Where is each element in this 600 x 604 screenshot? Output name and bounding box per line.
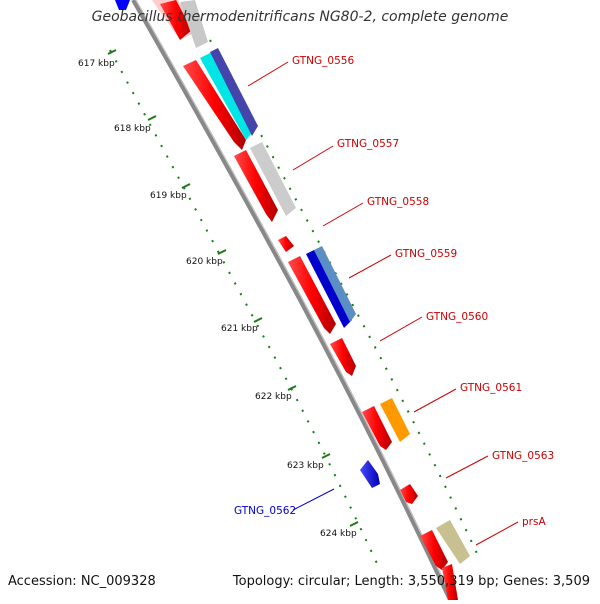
scale-tick-mark (107, 49, 117, 55)
cds-feature (183, 60, 246, 150)
scale-tick-mark (147, 115, 157, 121)
gene-label-gtng-0559: GTNG_0559 (395, 248, 457, 260)
cds-feature (180, 0, 208, 48)
cds-feature (360, 460, 380, 488)
leader-line (247, 61, 289, 87)
scale-tick-label: 618 kbp (114, 124, 151, 134)
leader-line (379, 316, 423, 342)
accession-text: Accession: NC_009328 (8, 574, 156, 589)
scale-tick-label: 620 kbp (186, 257, 223, 267)
scale-tick-mark (287, 385, 297, 391)
gene-label-gtng-0561: GTNG_0561 (460, 382, 522, 394)
gene-label-gtng-0557: GTNG_0557 (337, 138, 399, 150)
gene-label-gtng-0560: GTNG_0560 (426, 311, 488, 323)
cds-feature (330, 338, 356, 376)
gene-label-prsa: prsA (522, 516, 546, 528)
scale-tick-label: 622 kbp (255, 392, 292, 402)
scale-tick-mark (321, 453, 331, 459)
gene-label-gtng-0556: GTNG_0556 (292, 55, 354, 67)
cds-feature (314, 246, 356, 322)
cds-feature (115, 0, 130, 10)
cds-feature (436, 520, 470, 564)
scale-tick-label: 624 kbp (320, 529, 357, 539)
topology-text: Topology: circular; Length: 3,550,319 bp… (232, 574, 590, 589)
cds-feature (400, 484, 418, 504)
leader-line (475, 521, 519, 546)
leader-line (292, 145, 334, 171)
cds-feature (420, 530, 448, 570)
cds-feature (306, 250, 352, 328)
cds-feature (200, 52, 256, 140)
scale-tick-label: 623 kbp (287, 461, 324, 471)
cds-feature (288, 256, 336, 334)
scale-tick-mark (253, 317, 263, 323)
cds-feature (278, 236, 294, 252)
leader-line (292, 488, 335, 511)
leader-line (322, 202, 364, 227)
gene-label-gtng-0563: GTNG_0563 (492, 450, 554, 462)
features (115, 0, 470, 600)
cds-feature (234, 150, 278, 222)
gene-label-gtng-0562: GTNG_0562 (234, 505, 296, 517)
cds-feature (160, 0, 192, 40)
scale-ticks: 617 kbp 618 kbp 619 kbp 620 kbp 621 kbp 622 k… (78, 49, 359, 539)
leader-lines (247, 61, 519, 546)
scale-tick-label: 619 kbp (150, 191, 187, 201)
cds-feature (380, 398, 410, 442)
leader-line (348, 254, 392, 279)
scale-tick-mark (217, 249, 227, 255)
scale-tick-label: 621 kbp (221, 324, 258, 334)
scale-tick-mark (181, 183, 191, 189)
cds-feature (442, 564, 458, 600)
cds-feature (210, 48, 258, 136)
scale-tick-mark (349, 521, 359, 527)
gene-label-gtng-0558: GTNG_0558 (367, 196, 429, 208)
leader-line (413, 388, 457, 413)
genome-backbone-highlight (135, 0, 454, 601)
genome-title: Geobacillus thermodenitrificans NG80-2, … (91, 9, 509, 25)
cds-feature (250, 142, 296, 216)
gene-labels: GTNG_0556 GTNG_0557 GTNG_0558 GTNG_0559 … (234, 55, 554, 528)
leader-line (445, 455, 489, 479)
scale-tick-label: 617 kbp (78, 59, 115, 69)
genome-backbone (131, 0, 452, 601)
cds-feature (362, 406, 392, 450)
